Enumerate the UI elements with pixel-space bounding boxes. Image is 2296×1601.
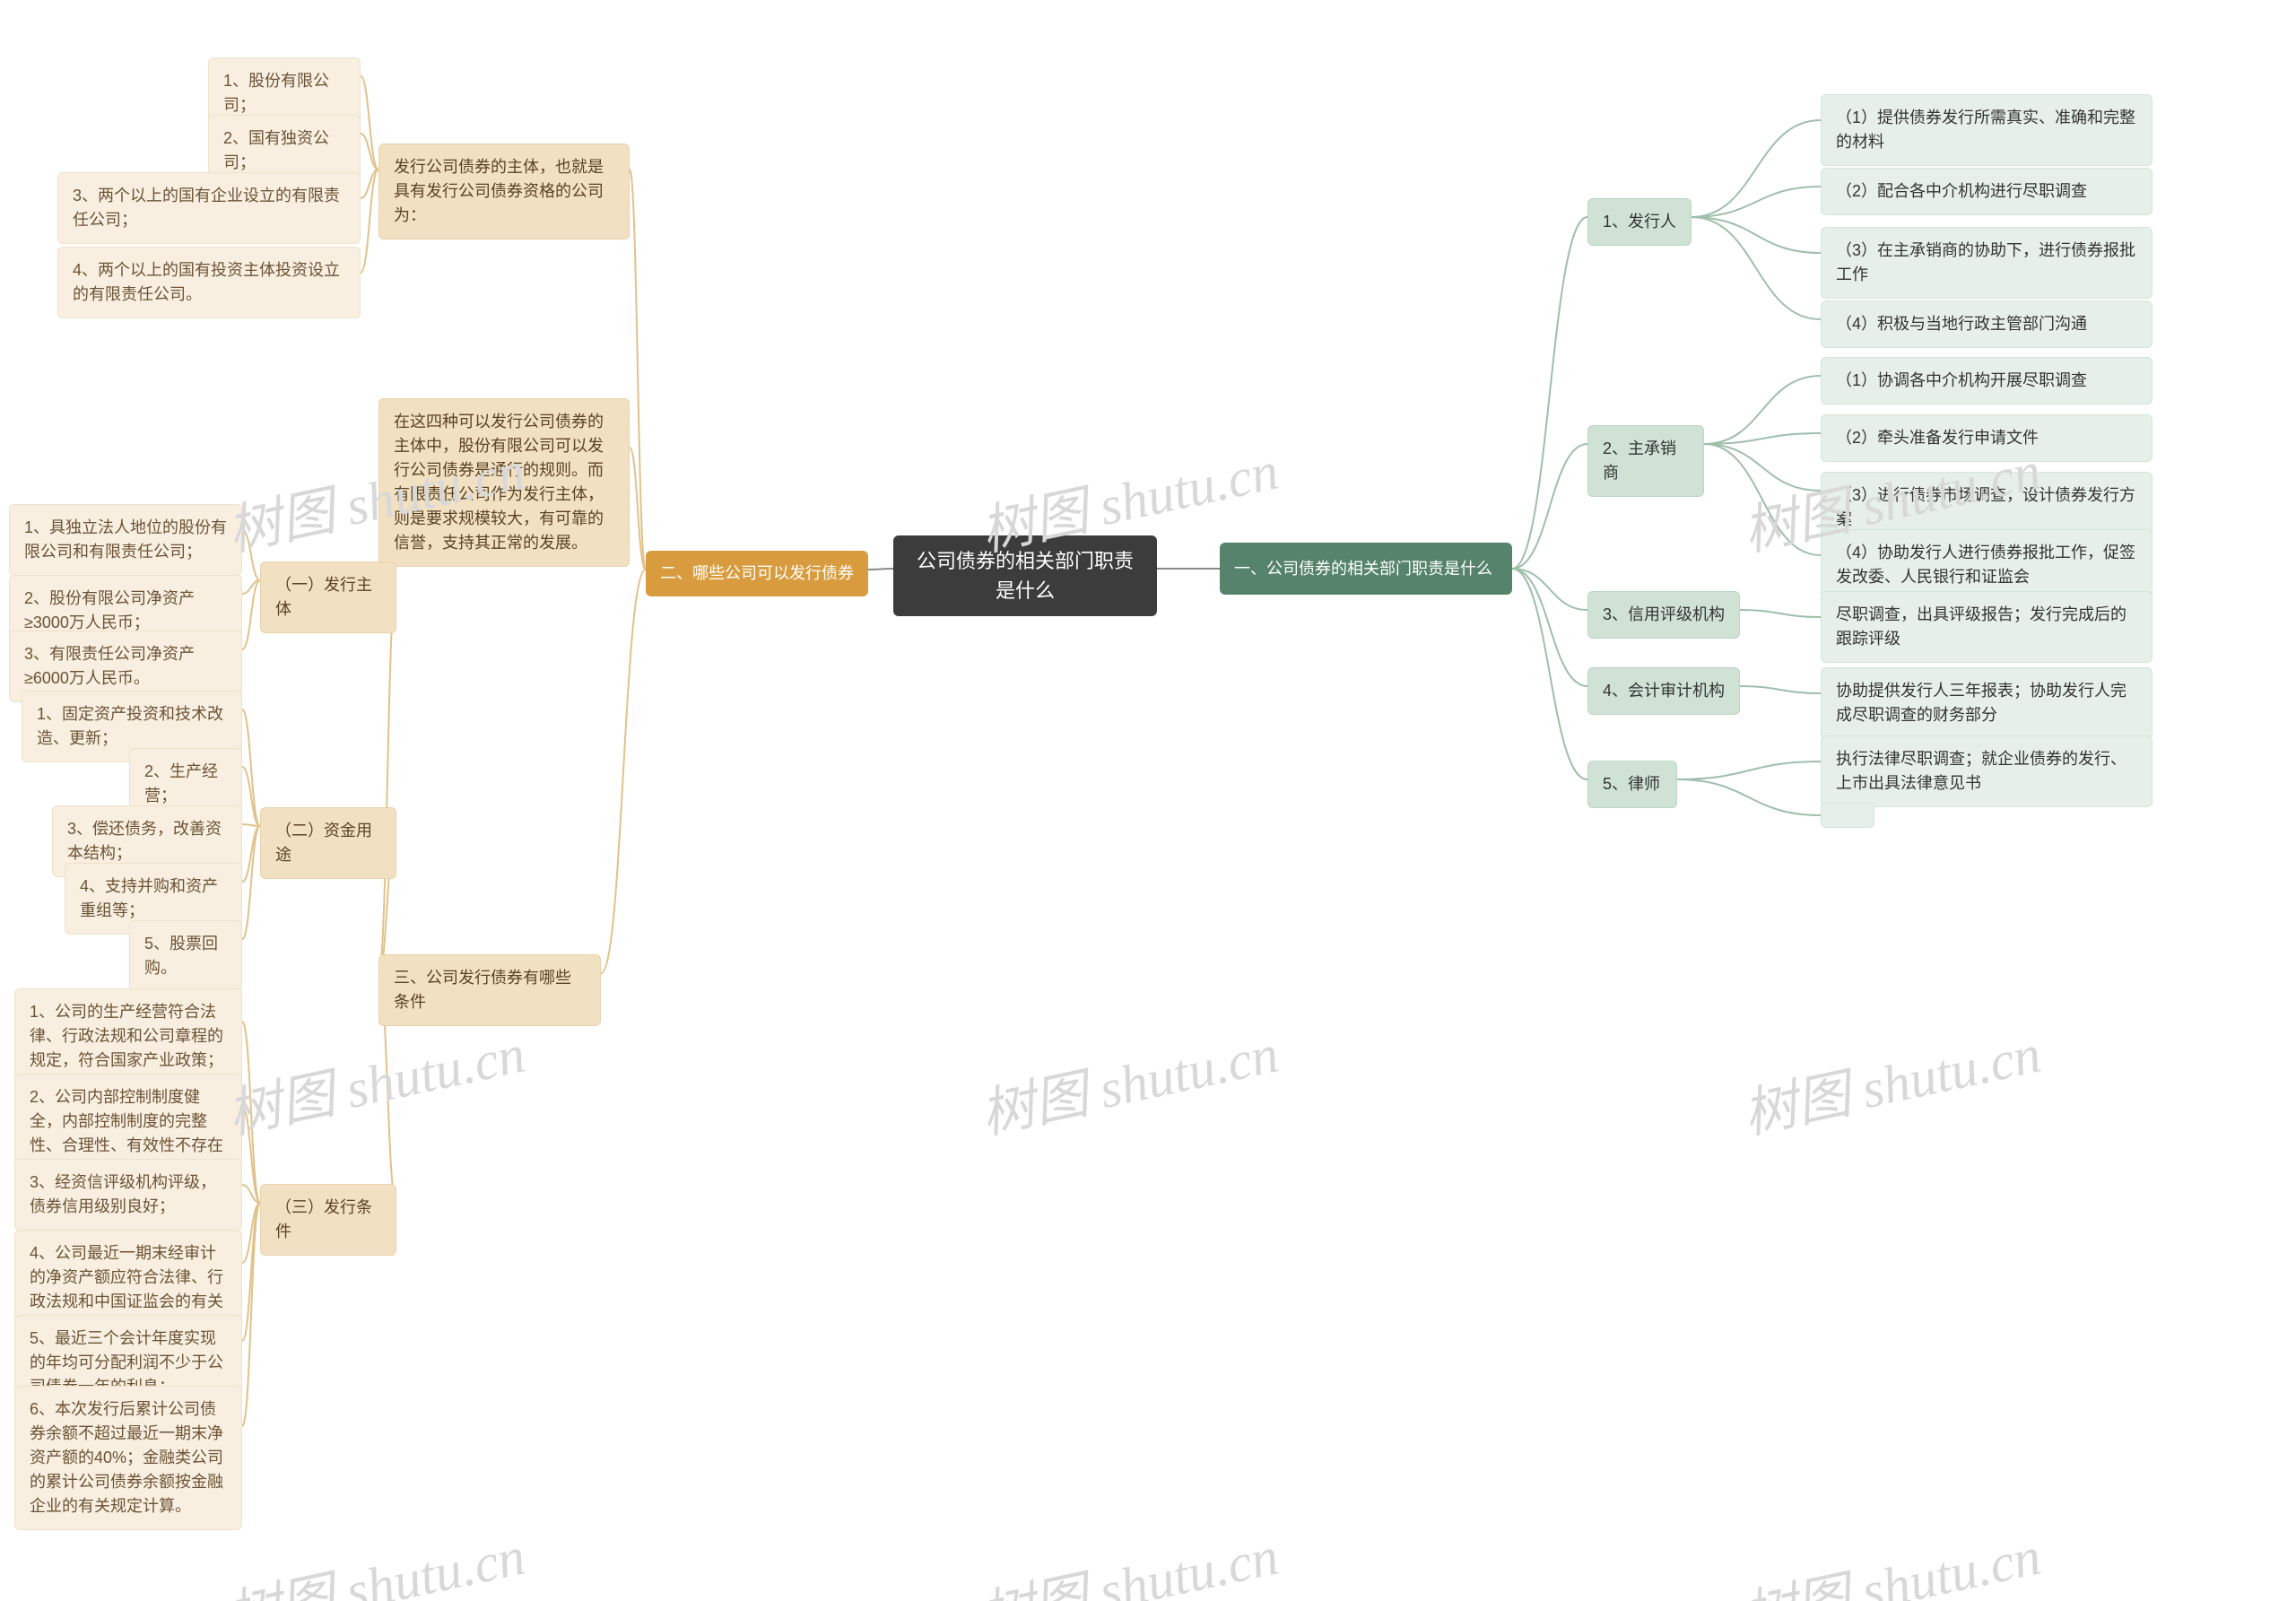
right-l2-r3: 3、信用评级机构	[1587, 591, 1740, 639]
left-c3-item-0: 1、公司的生产经营符合法律、行政法规和公司章程的规定，符合国家产业政策；	[14, 988, 242, 1084]
right-l3-r2-3: （4）协助发行人进行债券报批工作，促签发改委、人民银行和证监会	[1821, 529, 2152, 601]
left-m3-c3: （三）发行条件	[260, 1184, 396, 1256]
right-l3-r3-0: 尽职调查，出具评级报告；发行完成后的跟踪评级	[1821, 591, 2152, 663]
right-l3-r2-1: （2）牵头准备发行申请文件	[1821, 414, 2152, 462]
right-l2-r5: 5、律师	[1587, 761, 1677, 808]
right-l3-r2-0: （1）协调各中介机构开展尽职调查	[1821, 357, 2152, 405]
left-m3-c2: （二）资金用途	[260, 807, 396, 879]
left-m1-item-2: 3、两个以上的国有企业设立的有限责任公司；	[57, 172, 361, 244]
right-l2-r1: 1、发行人	[1587, 198, 1692, 246]
right-l2-r2: 2、主承销商	[1587, 425, 1704, 497]
watermark-6: 树图 shutu.cn	[220, 1512, 531, 1601]
left-c3-item-5: 6、本次发行后累计公司债券余额不超过最近一期末净资产额的40%；金融类公司的累计…	[14, 1386, 242, 1530]
left-m1-item-3: 4、两个以上的国有投资主体投资设立的有限责任公司。	[57, 247, 361, 318]
watermark-3: 树图 shutu.cn	[220, 1010, 531, 1149]
left-branch-title: 二、哪些公司可以发行债券	[646, 551, 868, 596]
left-c1-item-0: 1、具独立法人地位的股份有限公司和有限责任公司；	[9, 504, 242, 576]
right-branch-title: 一、公司债券的相关部门职责是什么	[1220, 543, 1512, 595]
watermark-7: 树图 shutu.cn	[973, 1512, 1284, 1601]
left-mid-m2: 在这四种可以发行公司债券的主体中，股份有限公司可以发行公司债券是通行的规则。而有…	[378, 398, 630, 567]
right-l3-r1-0: （1）提供债券发行所需真实、准确和完整的材料	[1821, 94, 2152, 166]
right-l3-r5-1	[1821, 803, 1874, 828]
right-l2-r4: 4、会计审计机构	[1587, 667, 1740, 715]
watermark-4: 树图 shutu.cn	[973, 1010, 1284, 1149]
left-mid-m3: 三、公司发行债券有哪些条件	[378, 954, 601, 1026]
left-mid-m1: 发行公司债券的主体，也就是具有发行公司债券资格的公司为：	[378, 144, 630, 239]
right-l3-r4-0: 协助提供发行人三年报表；协助发行人完成尽职调查的财务部分	[1821, 667, 2152, 739]
right-l3-r5-0: 执行法律尽职调查；就企业债券的发行、上市出具法律意见书	[1821, 735, 2152, 807]
watermark-5: 树图 shutu.cn	[1735, 1010, 2047, 1149]
right-l3-r1-3: （4）积极与当地行政主管部门沟通	[1821, 300, 2152, 348]
watermark-8: 树图 shutu.cn	[1735, 1512, 2047, 1601]
right-l3-r1-1: （2）配合各中介机构进行尽职调查	[1821, 168, 2152, 215]
right-l3-r1-2: （3）在主承销商的协助下，进行债券报批工作	[1821, 227, 2152, 299]
root-node: 公司债券的相关部门职责是什么	[893, 535, 1157, 616]
left-m3-c1: （一）发行主体	[260, 561, 396, 633]
left-c2-item-4: 5、股票回购。	[129, 920, 242, 992]
left-c3-item-2: 3、经资信评级机构评级，债券信用级别良好；	[14, 1159, 242, 1231]
